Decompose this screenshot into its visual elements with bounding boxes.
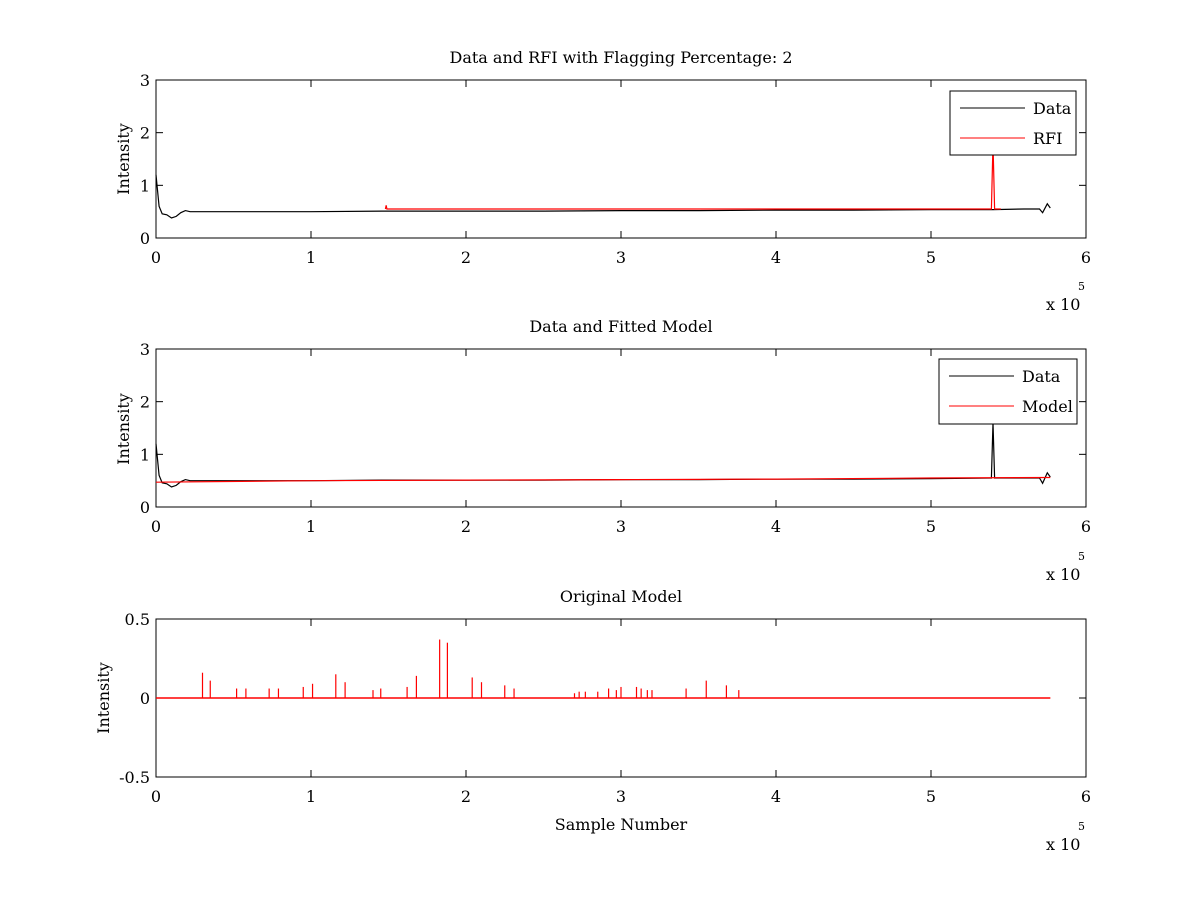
x-tick-label: 5 <box>926 517 936 536</box>
legend-label: RFI <box>1033 129 1062 148</box>
x-tick-label: 1 <box>306 248 316 267</box>
x-tick-label: 4 <box>771 517 781 536</box>
x-tick-label: 3 <box>616 517 626 536</box>
x-tick-label: 5 <box>926 787 936 806</box>
x-tick-label: 2 <box>461 787 471 806</box>
y-axis-label: Intensity <box>94 662 113 734</box>
x-tick-label: 2 <box>461 517 471 536</box>
panel-title: Data and RFI with Flagging Percentage: 2 <box>449 48 792 67</box>
y-tick-label: 0 <box>140 689 150 708</box>
x-tick-label: 1 <box>306 787 316 806</box>
x-tick-label: 2 <box>461 248 471 267</box>
x-tick-label: 6 <box>1081 517 1091 536</box>
x-tick-label: 0 <box>151 248 161 267</box>
y-axis-label: Intensity <box>114 123 133 195</box>
panel-title: Data and Fitted Model <box>529 317 712 336</box>
series-line-rfi <box>384 143 1001 210</box>
x-tick-label: 0 <box>151 517 161 536</box>
legend-label: Data <box>1022 367 1061 386</box>
x-tick-label: 4 <box>771 248 781 267</box>
x-exponent-prefix: x 10 <box>1046 835 1080 854</box>
x-tick-label: 6 <box>1081 787 1091 806</box>
y-tick-label: 1 <box>140 176 150 195</box>
x-exponent-prefix: x 10 <box>1046 295 1080 314</box>
legend: Data RFI <box>949 90 1077 156</box>
x-exponent-prefix: x 10 <box>1046 565 1080 584</box>
x-tick-label: 3 <box>616 787 626 806</box>
panel-title: Original Model <box>560 587 682 606</box>
legend-label: Data <box>1033 99 1072 118</box>
y-tick-label: -0.5 <box>119 768 150 787</box>
x-tick-label: 3 <box>616 248 626 267</box>
legend: Data Model <box>938 358 1078 425</box>
legend-label: Model <box>1022 397 1073 416</box>
x-tick-label: 0 <box>151 787 161 806</box>
x-exponent-power: 5 <box>1078 280 1085 293</box>
panel-data-rfi: Data and RFI with Flagging Percentage: 2… <box>114 48 1091 314</box>
panel-original-model: Original Model Intensity Sample Number x… <box>94 587 1091 854</box>
y-tick-label: 2 <box>140 393 150 412</box>
x-tick-label: 6 <box>1081 248 1091 267</box>
x-exponent-power: 5 <box>1078 550 1085 563</box>
y-tick-label: 3 <box>140 71 150 90</box>
legend-box <box>938 358 1078 425</box>
y-tick-label: 0 <box>140 498 150 517</box>
series-line-model <box>155 476 1051 483</box>
y-axis-label: Intensity <box>114 393 133 465</box>
legend-box <box>949 90 1077 156</box>
y-tick-label: 0 <box>140 229 150 248</box>
y-tick-label: 2 <box>140 124 150 143</box>
y-tick-label: 3 <box>140 340 150 359</box>
x-tick-label: 5 <box>926 248 936 267</box>
y-tick-label: 1 <box>140 445 150 464</box>
x-tick-label: 1 <box>306 517 316 536</box>
x-exponent-power: 5 <box>1078 820 1085 833</box>
panel-data-model: Data and Fitted Model Intensity x 10 5 0… <box>114 317 1091 584</box>
series-line-data <box>155 174 1051 219</box>
x-axis-label: Sample Number <box>555 815 688 834</box>
y-tick-label: 0.5 <box>125 610 150 629</box>
x-tick-label: 4 <box>771 787 781 806</box>
